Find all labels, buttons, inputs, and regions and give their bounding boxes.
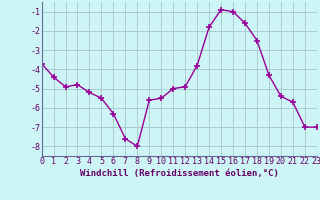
X-axis label: Windchill (Refroidissement éolien,°C): Windchill (Refroidissement éolien,°C) xyxy=(80,169,279,178)
